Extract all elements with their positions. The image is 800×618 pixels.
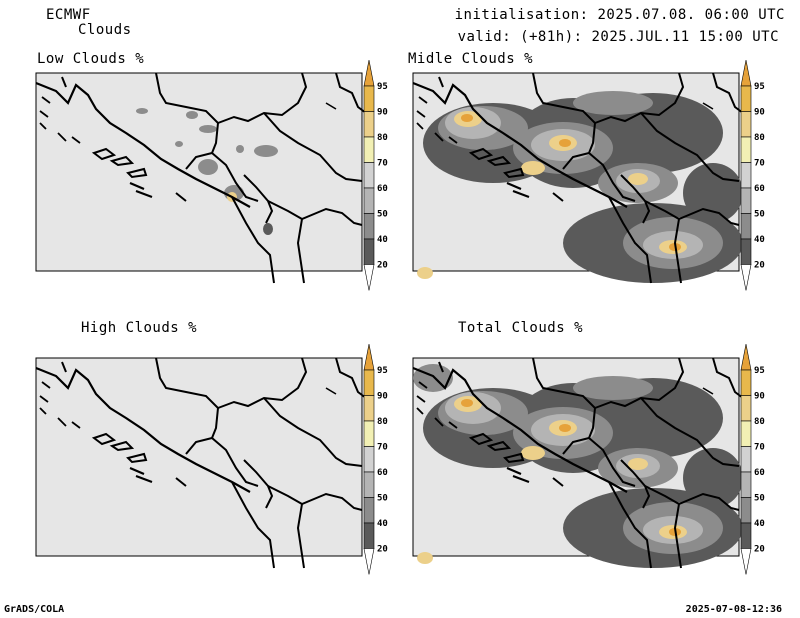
colorbar-tick-label: 60 <box>377 184 388 194</box>
colorbar-tick-label: 20 <box>377 545 388 555</box>
colorbar-tick-label: 80 <box>754 417 765 427</box>
colorbar-tick-label: 70 <box>754 159 765 169</box>
colorbar-bottom-arrow <box>364 549 374 575</box>
colorbar-high: 20 40 50 60 70 80 90 95 <box>364 344 388 575</box>
colorbar-segment <box>741 396 751 422</box>
colorbar-segment <box>364 239 374 265</box>
colorbar-segment <box>364 498 374 524</box>
colorbar-top-arrow <box>741 60 751 86</box>
colorbar-segment <box>741 188 751 214</box>
colorbar-segment <box>364 214 374 240</box>
colorbar-bottom-arrow <box>364 265 374 291</box>
colorbar-tick-label: 70 <box>754 443 765 453</box>
colorbar-segment <box>741 523 751 549</box>
colorbar-segment <box>741 472 751 498</box>
map-panel-total <box>413 358 743 568</box>
colorbar-segment <box>741 239 751 265</box>
colorbar-segment <box>364 523 374 549</box>
colorbar-tick-label: 95 <box>377 366 388 376</box>
colorbar-tick-label: 70 <box>377 443 388 453</box>
colorbar-segment <box>741 137 751 163</box>
colorbar-low: 20 40 50 60 70 80 90 95 <box>364 60 388 291</box>
colorbar-segment <box>364 163 374 189</box>
map-panel-low <box>36 73 366 283</box>
colorbar-segment <box>741 421 751 447</box>
map-panel-high <box>36 358 366 568</box>
colorbar-segment <box>364 137 374 163</box>
colorbar-segment <box>741 86 751 112</box>
colorbar-segment <box>741 447 751 473</box>
colorbar-tick-label: 20 <box>377 261 388 271</box>
colorbar-tick-label: 80 <box>754 133 765 143</box>
footer-timestamp: 2025-07-08-12:36 <box>686 604 782 616</box>
colorbar-bottom-arrow <box>741 549 751 575</box>
colorbar-tick-label: 60 <box>377 468 388 478</box>
colorbar-segment <box>741 112 751 138</box>
colorbar-tick-label: 70 <box>377 159 388 169</box>
colorbar-top-arrow <box>741 344 751 370</box>
colorbar-segment <box>741 163 751 189</box>
colorbar-segment <box>364 396 374 422</box>
colorbar-tick-label: 90 <box>754 108 765 118</box>
colorbar-tick-label: 50 <box>754 210 765 220</box>
colorbar-segment <box>364 447 374 473</box>
colorbar-tick-label: 90 <box>377 392 388 402</box>
colorbar-tick-label: 40 <box>754 235 765 245</box>
colorbar-segment <box>364 188 374 214</box>
colorbar-segment <box>364 421 374 447</box>
colorbar-tick-label: 90 <box>377 108 388 118</box>
colorbar-segment <box>364 86 374 112</box>
colorbar-bottom-arrow <box>741 265 751 291</box>
colorbar-segment <box>741 370 751 396</box>
colorbar-segment <box>364 472 374 498</box>
colorbar-segment <box>741 498 751 524</box>
colorbar-top-arrow <box>364 344 374 370</box>
colorbar-segment <box>741 214 751 240</box>
colorbar-segment <box>364 112 374 138</box>
map-panel-middle <box>413 73 743 283</box>
colorbar-segment <box>364 370 374 396</box>
colorbar-tick-label: 95 <box>754 82 765 92</box>
colorbar-tick-label: 40 <box>377 235 388 245</box>
colorbar-tick-label: 50 <box>377 210 388 220</box>
colorbar-tick-label: 80 <box>377 133 388 143</box>
colorbar-tick-label: 50 <box>377 494 388 504</box>
colorbar-tick-label: 20 <box>754 261 765 271</box>
colorbar-tick-label: 95 <box>754 366 765 376</box>
colorbar-tick-label: 50 <box>754 494 765 504</box>
colorbar-tick-label: 40 <box>754 519 765 529</box>
colorbar-middle: 20 40 50 60 70 80 90 95 <box>741 60 765 291</box>
colorbar-tick-label: 40 <box>377 519 388 529</box>
colorbar-tick-label: 90 <box>754 392 765 402</box>
colorbar-tick-label: 60 <box>754 468 765 478</box>
footer-software-label: GrADS/COLA <box>4 604 64 616</box>
colorbar-tick-label: 80 <box>377 417 388 427</box>
colorbar-total: 20 40 50 60 70 80 90 95 <box>741 344 765 575</box>
colorbar-tick-label: 95 <box>377 82 388 92</box>
colorbar-top-arrow <box>364 60 374 86</box>
colorbar-tick-label: 60 <box>754 184 765 194</box>
colorbar-tick-label: 20 <box>754 545 765 555</box>
